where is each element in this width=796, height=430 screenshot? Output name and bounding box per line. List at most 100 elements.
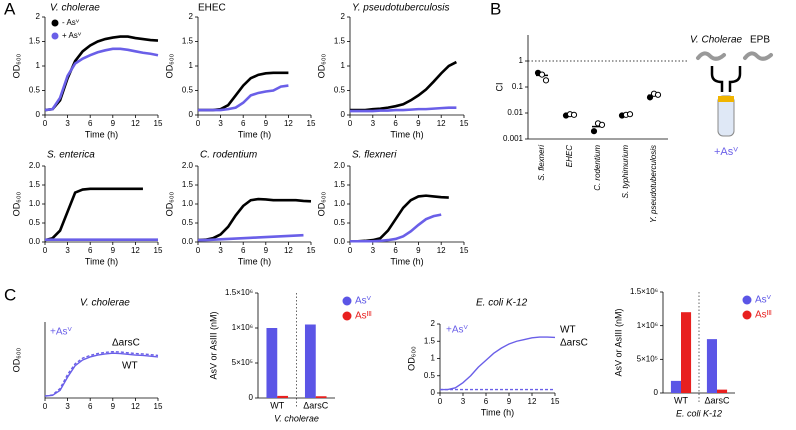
x-tick-label: 12 (437, 246, 446, 255)
x-tick-label: 6 (241, 246, 246, 255)
x-tick-label: 15 (307, 246, 316, 255)
x-tick-label: 15 (307, 119, 316, 128)
x-tick-label: 12 (131, 402, 140, 411)
data-point (542, 77, 550, 84)
y-tick-label: 1.0 (334, 199, 346, 208)
diagram-label: EPB (750, 35, 770, 46)
x-tick-label: 6 (88, 119, 93, 128)
x-tick-label: 15 (460, 119, 469, 128)
y-tick-label: 1.5 (182, 180, 194, 189)
chart-title: EHEC (198, 3, 226, 14)
legend-label: Asᴵᴵᴵ (355, 311, 372, 322)
y-tick-label: 1×10⁶ (637, 321, 658, 330)
x-tick-label: 3 (218, 119, 223, 128)
x-tick-label: 0 (43, 402, 48, 411)
x-tick-label: 6 (484, 397, 489, 406)
series-line (44, 350, 159, 397)
y-tick-label: 2 (341, 12, 346, 21)
y-tick-label: 0 (654, 388, 659, 397)
x-tick-label: 9 (416, 246, 421, 255)
x-tick-label: 6 (393, 246, 398, 255)
y-axis-label: OD₆₀₀ (164, 53, 174, 78)
competition-diagram: V. Cholerae EPB +Asⱽ (690, 35, 773, 158)
x-axis-label: Time (h) (481, 407, 514, 417)
x-tick-label: 3 (65, 402, 70, 411)
y-tick-label: 1.0 (29, 199, 41, 208)
legend-marker (51, 19, 59, 27)
x-tick-label: 3 (65, 119, 70, 128)
x-axis-label: Time (h) (390, 129, 423, 139)
data-point (654, 91, 662, 98)
x-tick-label: 15 (154, 246, 163, 255)
y-tick-label: 0.5 (182, 218, 194, 227)
y-tick-label: 2.0 (334, 161, 346, 170)
y-tick-label: 0.1 (512, 82, 524, 91)
y-axis-label: OD₆₀₀ (11, 347, 21, 372)
y-tick-label: 1.0 (182, 199, 194, 208)
x-tick-label: S. typhimurium (621, 145, 630, 199)
x-tick-label: 0 (348, 119, 353, 128)
y-axis-label: OD₆₀₀ (316, 191, 326, 216)
data-point (646, 94, 654, 101)
y-tick-label: 2.0 (182, 161, 194, 170)
y-tick-label: 0.5 (182, 86, 194, 95)
y-tick-label: 2 (36, 12, 41, 21)
x-tick-label: 15 (154, 402, 163, 411)
series-line (198, 233, 304, 242)
y-tick-label: 1 (519, 56, 524, 65)
series-line (44, 352, 159, 397)
series-label: WT (122, 361, 138, 372)
y-tick-label: 1 (431, 354, 436, 363)
y-tick-label: 1.5 (29, 37, 41, 46)
x-tick-label: 15 (154, 119, 163, 128)
x-tick-label: 0 (438, 397, 443, 406)
chart-title: Y. pseudotuberculosis (352, 3, 449, 14)
y-tick-label: 1.5 (334, 180, 346, 189)
legend-marker (342, 311, 352, 321)
x-tick-label: 3 (461, 397, 466, 406)
y-tick-label: 1.5 (29, 180, 41, 189)
legend-marker (342, 296, 352, 306)
x-tick-label: 15 (460, 246, 469, 255)
x-tick-label: Y. pseudotuberculosis (649, 145, 658, 223)
y-tick-label: 0.001 (503, 134, 524, 143)
x-tick-label: ΔarsC (303, 400, 329, 410)
annotation: +Asⱽ (50, 327, 73, 338)
x-tick-label: 6 (88, 246, 93, 255)
data-point (538, 71, 546, 78)
series-line (440, 336, 556, 391)
x-tick-label: 0 (196, 246, 201, 255)
x-tick-label: 12 (284, 246, 293, 255)
y-tick-label: 0.5 (29, 218, 41, 227)
series-line (350, 213, 442, 243)
panel-label: B (490, 0, 501, 18)
x-tick-label: 3 (218, 246, 223, 255)
y-axis-label: CI (494, 83, 504, 92)
y-tick-label: 0.01 (507, 108, 523, 117)
y-tick-label: 1 (189, 61, 194, 70)
y-axis-label: OD₆₀₀ (11, 191, 21, 216)
x-tick-label: 0 (43, 246, 48, 255)
bar (304, 324, 316, 398)
x-axis-label: V. cholerae (274, 413, 319, 423)
bar (266, 328, 278, 398)
chart-title: S. enterica (47, 150, 95, 161)
y-axis-label: OD₆₀₀ (11, 53, 21, 78)
y-tick-label: 1.5 (334, 37, 346, 46)
series-line (44, 35, 159, 112)
panel-label: C (4, 285, 16, 304)
series-line (198, 71, 289, 112)
series-line (197, 197, 312, 242)
x-tick-label: 9 (264, 246, 269, 255)
x-tick-label: 9 (111, 119, 116, 128)
y-tick-label: 1.5×10⁶ (630, 287, 658, 296)
diagram-condition: +Asⱽ (714, 146, 738, 158)
y-tick-label: 0.5 (424, 371, 436, 380)
x-tick-label: 3 (65, 246, 70, 255)
x-axis-label: Time (h) (238, 129, 271, 139)
y-tick-label: 0 (249, 393, 254, 402)
x-tick-label: ΔarsC (704, 395, 730, 405)
annotation: +Asⱽ (446, 325, 469, 336)
y-axis-label: OD₆₀₀ (406, 346, 416, 371)
y-tick-label: 2 (189, 12, 194, 21)
